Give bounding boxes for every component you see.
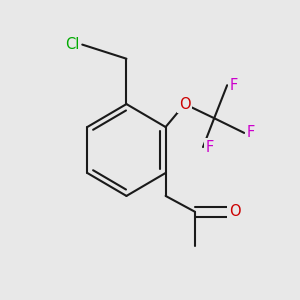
Text: F: F bbox=[247, 125, 255, 140]
Text: F: F bbox=[230, 78, 238, 93]
Text: O: O bbox=[229, 204, 241, 219]
Text: O: O bbox=[179, 97, 190, 112]
Text: Cl: Cl bbox=[65, 37, 80, 52]
Text: F: F bbox=[206, 140, 214, 154]
